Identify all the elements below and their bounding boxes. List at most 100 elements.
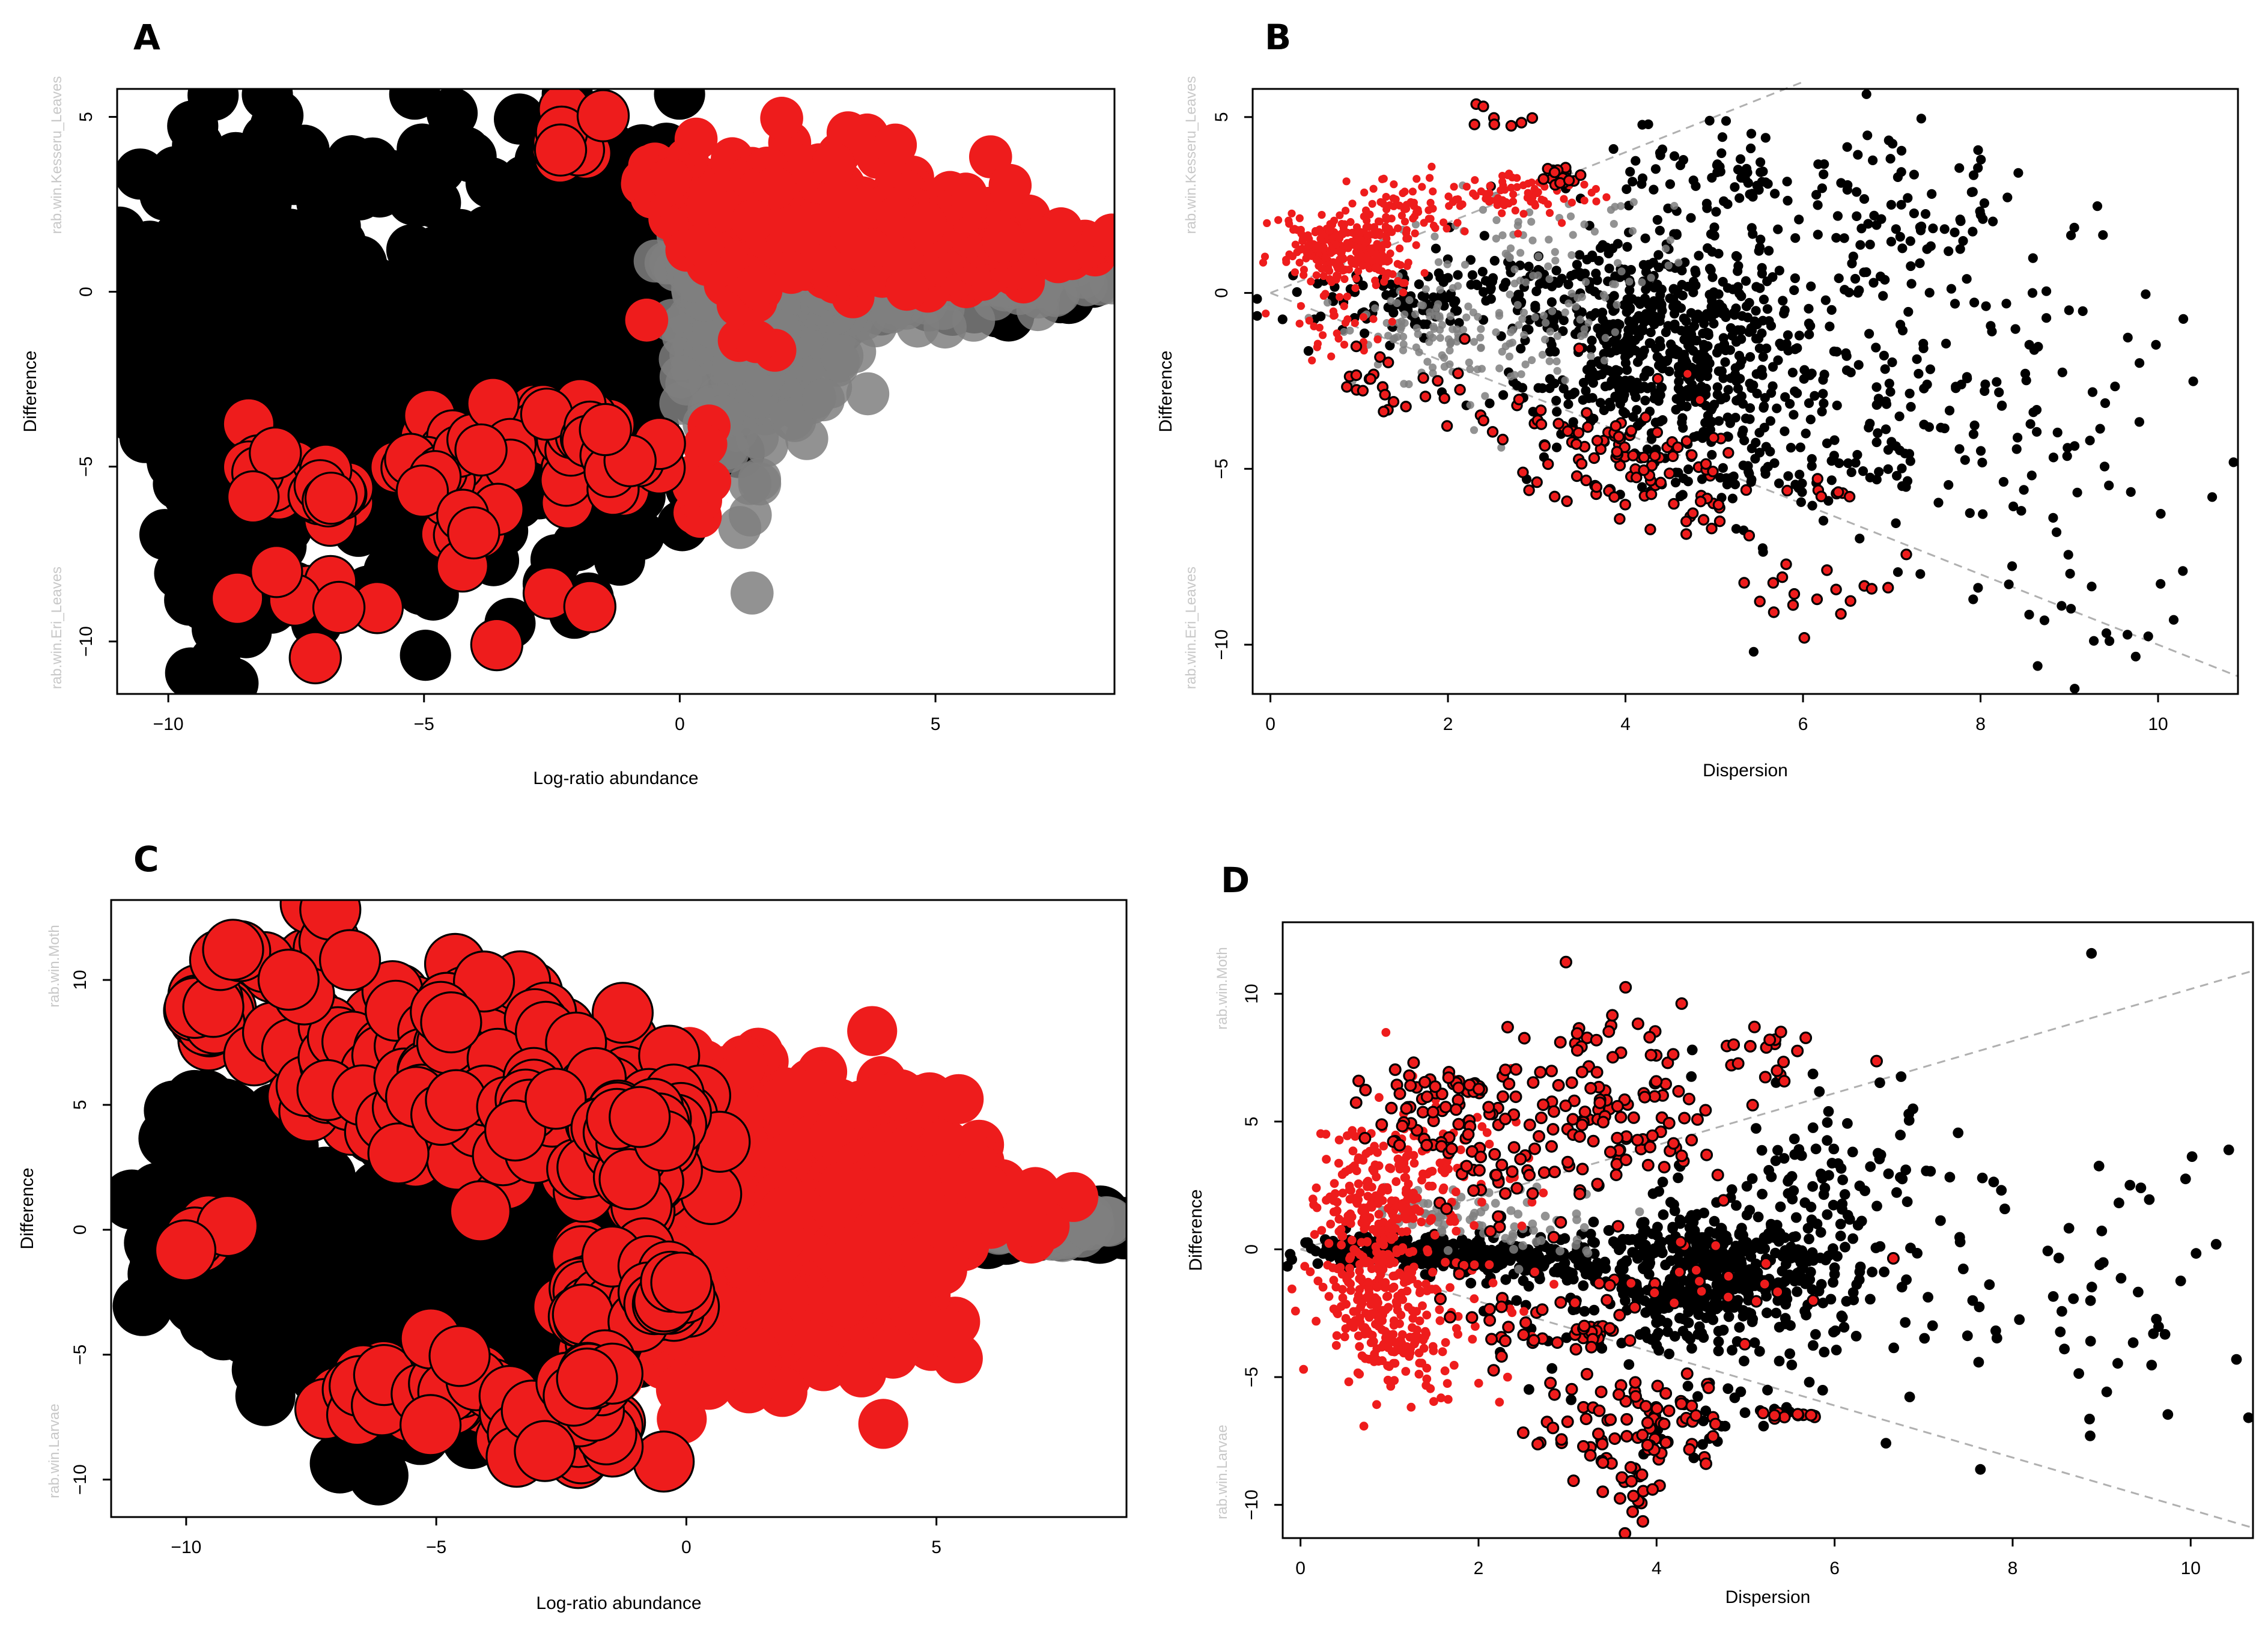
data-point [1873,394,1883,404]
data-point [2078,306,2088,316]
data-point [1722,447,1734,459]
data-point [2168,615,2179,625]
data-point [290,241,342,293]
data-point [1535,418,1548,430]
data-point [1804,318,1814,329]
data-point [1880,364,1890,374]
data-point [1915,258,1925,269]
data-point [801,378,845,422]
data-point [1482,190,1490,198]
data-point [1427,162,1436,171]
data-point [1796,497,1806,507]
data-point [1906,261,1916,272]
data-point [654,89,705,120]
data-point [1871,437,1882,448]
data-point [1340,341,1349,349]
data-point [1526,112,1539,124]
data-point [1430,324,1438,333]
data-point [1980,379,1990,389]
side-label-top: rab.win.Kesseru_Leaves [49,76,65,234]
data-point [1810,391,1820,401]
data-point [1968,227,1978,237]
data-point [1656,302,1667,312]
data-point [1441,420,1453,432]
data-point [1486,426,1499,438]
data-point [2087,582,2097,592]
data-point [1516,344,1526,354]
data-point [1701,327,1712,338]
data-point [1291,268,1299,276]
data-point [625,299,669,342]
data-point [1906,402,1916,412]
data-point [1852,449,1862,460]
data-point [1429,187,1437,196]
data-point [1973,145,1983,155]
data-point [1391,195,1400,204]
data-point [1521,360,1530,369]
data-point [1891,518,1901,529]
data-point [1399,332,1408,341]
data-point [1408,187,1417,196]
data-point [1652,373,1664,385]
data-point [1519,210,1528,218]
data-point [1992,377,2002,387]
data-point [2105,636,2115,646]
data-point [1336,293,1344,301]
data-point [1613,318,1623,329]
data-point [1359,313,1367,321]
data-point [1707,449,1717,460]
data-point [400,630,451,681]
data-point [1456,202,1464,210]
data-point [1912,354,1922,364]
side-label-bottom: rab.win.Eri_Leaves [1183,567,1199,689]
data-point [1916,114,1926,124]
data-point [1488,118,1500,130]
data-point [1450,183,1458,191]
data-point [1573,342,1585,354]
data-point [1677,279,1687,290]
data-point [1628,343,1638,353]
data-point [1563,399,1573,409]
data-point [1883,135,1894,145]
data-point [1300,271,1308,279]
data-point [1774,266,1784,276]
data-point [1677,490,1688,500]
data-point [1611,280,1619,288]
data-point [1975,210,1986,220]
data-point [1789,285,1799,296]
data-point [1382,231,1390,239]
data-point [1613,239,1623,249]
data-point [1924,288,1935,298]
data-point [1954,444,1965,454]
data-point [1757,263,1767,273]
data-point [1388,317,1396,326]
data-point [1507,183,1515,192]
data-point [2066,604,2076,614]
data-point [1649,319,1659,330]
data-point [1453,219,1462,227]
data-point [1534,271,1542,279]
data-point [1639,317,1649,327]
data-point [1350,369,1363,382]
data-point [1773,355,1783,365]
data-point [1946,284,1956,294]
data-point [1688,287,1698,297]
data-point [1461,261,1470,269]
data-point [1341,381,1353,393]
data-point [1968,429,1978,439]
data-point [770,251,813,294]
data-point [1610,220,1618,228]
data-point [1758,166,1768,177]
data-point [2143,631,2153,642]
data-point [1941,338,1951,349]
data-point [1570,438,1582,450]
data-point [1534,252,1543,261]
data-point [1494,194,1502,202]
data-point [1438,392,1450,404]
data-point [1909,208,1919,219]
data-point [1807,454,1817,464]
data-point [1429,363,1437,372]
data-point [1790,479,1801,490]
points-layer [1253,89,2238,694]
data-point [1673,347,1683,357]
